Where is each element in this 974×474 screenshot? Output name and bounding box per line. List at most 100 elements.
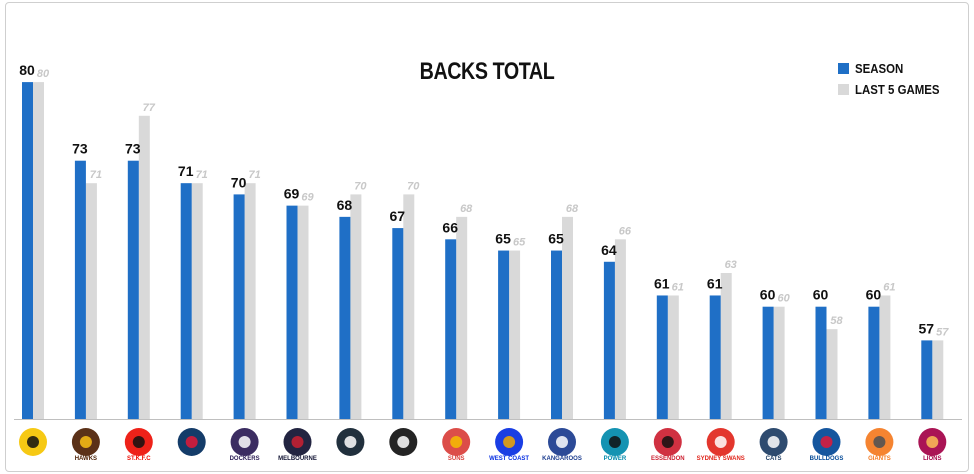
data-label-season: 67 xyxy=(390,208,406,224)
bar-last5 xyxy=(879,295,891,419)
adelaide-logo-icon xyxy=(177,428,206,456)
bar-season xyxy=(180,183,192,419)
goldcoast-logo-icon xyxy=(442,428,471,456)
data-label-last5: 69 xyxy=(301,192,314,204)
bar-last5 xyxy=(403,194,415,419)
brisbane-logo-icon xyxy=(918,428,947,456)
bar-last5 xyxy=(773,306,785,419)
legend-label-last5: LAST 5 GAMES xyxy=(855,82,940,97)
logo-wordmark: KANGAROOS xyxy=(542,456,582,462)
fremantle-logo-icon xyxy=(230,428,259,456)
bar-season xyxy=(921,340,933,419)
data-label-last5: 68 xyxy=(460,203,473,215)
logo-emblem xyxy=(661,436,674,448)
bulldogs-logo-icon xyxy=(812,428,841,456)
data-label-season: 57 xyxy=(919,320,935,336)
data-label-season: 60 xyxy=(813,287,829,303)
logo-emblem xyxy=(79,436,92,448)
logo-wordmark: MELBOURNE xyxy=(278,456,317,462)
northmelbourne-logo-icon xyxy=(548,428,576,456)
data-label-season: 61 xyxy=(707,275,723,291)
logo-emblem xyxy=(556,436,568,448)
bar-last5 xyxy=(350,194,362,419)
logo-wordmark: HAWKS xyxy=(75,456,97,462)
data-label-season: 69 xyxy=(284,186,300,202)
bar-season xyxy=(127,160,139,419)
logo-wordmark: SYDNEY SWANS xyxy=(697,456,745,462)
data-label-season: 73 xyxy=(72,141,88,157)
logo-emblem xyxy=(926,436,939,448)
bar-season xyxy=(286,205,298,419)
data-label-season: 66 xyxy=(442,219,458,235)
logo-wordmark: CATS xyxy=(766,456,782,462)
bar-last5 xyxy=(667,295,679,419)
chart-frame xyxy=(5,2,969,472)
data-label-last5: 70 xyxy=(354,180,367,192)
logo-emblem xyxy=(608,436,621,448)
logo-wordmark: ESSENDON xyxy=(651,456,685,462)
logo-emblem xyxy=(27,436,39,448)
logo-emblem xyxy=(767,436,780,448)
bar-season xyxy=(868,306,880,419)
logo-wordmark: ST.K.F.C xyxy=(127,456,151,462)
chart-title: BACKS TOTAL xyxy=(419,58,555,85)
bar-last5 xyxy=(614,239,626,419)
bar-last5 xyxy=(191,183,203,419)
bar-last5 xyxy=(932,340,944,419)
logo-wordmark: WEST COAST xyxy=(489,456,529,462)
logo-wordmark: LIONS xyxy=(923,456,941,462)
bar-last5 xyxy=(33,82,44,419)
data-label-last5: 63 xyxy=(725,259,737,271)
legend-swatch-season xyxy=(838,63,849,74)
data-label-season: 64 xyxy=(601,242,617,258)
bar-season xyxy=(74,160,86,419)
data-label-last5: 70 xyxy=(407,180,420,192)
richmond-logo-icon xyxy=(19,428,47,456)
data-label-last5: 65 xyxy=(513,237,526,249)
data-label-season: 68 xyxy=(337,197,353,213)
logo-emblem xyxy=(238,436,251,448)
logo-emblem xyxy=(185,436,198,448)
carlton-logo-icon xyxy=(336,428,365,456)
bar-last5 xyxy=(297,205,309,419)
data-label-season: 71 xyxy=(178,163,194,179)
bar-last5 xyxy=(509,250,521,419)
data-label-last5: 61 xyxy=(883,281,895,293)
data-label-last5: 61 xyxy=(672,281,684,293)
logo-wordmark: SUNS xyxy=(448,456,465,462)
bar-season xyxy=(233,194,245,419)
logo-wordmark: POWER xyxy=(604,456,627,462)
data-label-season: 60 xyxy=(760,287,776,303)
logo-wordmark: GIANTS xyxy=(868,456,891,462)
gws-logo-icon xyxy=(865,428,894,456)
bar-last5 xyxy=(456,216,468,419)
data-label-last5: 66 xyxy=(619,225,632,237)
bar-last5 xyxy=(720,273,732,419)
stkilda-logo-icon xyxy=(124,428,153,456)
essendon-logo-icon xyxy=(653,428,682,456)
bar-last5 xyxy=(562,216,573,419)
logo-emblem xyxy=(450,436,463,448)
data-label-last5: 71 xyxy=(248,169,260,181)
bar-last5 xyxy=(244,183,256,419)
logo-emblem xyxy=(344,436,357,448)
logo-emblem xyxy=(873,436,886,448)
bar-season xyxy=(22,82,33,419)
bar-season xyxy=(498,250,510,419)
westcoast-logo-icon xyxy=(495,428,524,456)
logo-emblem xyxy=(714,436,727,448)
data-label-season: 73 xyxy=(125,141,141,157)
bar-season xyxy=(339,216,351,419)
bar-season xyxy=(656,295,668,419)
logo-wordmark: BULLDOGS xyxy=(810,456,844,462)
legend-swatch-last5 xyxy=(838,84,849,95)
chart-legend: SEASON LAST 5 GAMES xyxy=(838,58,951,100)
hawthorn-logo-icon xyxy=(71,428,100,456)
legend-label-season: SEASON xyxy=(855,61,904,76)
legend-item-last5: LAST 5 GAMES xyxy=(838,79,951,100)
bar-season xyxy=(709,295,721,419)
data-label-season: 60 xyxy=(866,287,882,303)
bar-season xyxy=(762,306,774,419)
bar-season xyxy=(815,306,827,419)
data-label-season: 61 xyxy=(654,275,670,291)
